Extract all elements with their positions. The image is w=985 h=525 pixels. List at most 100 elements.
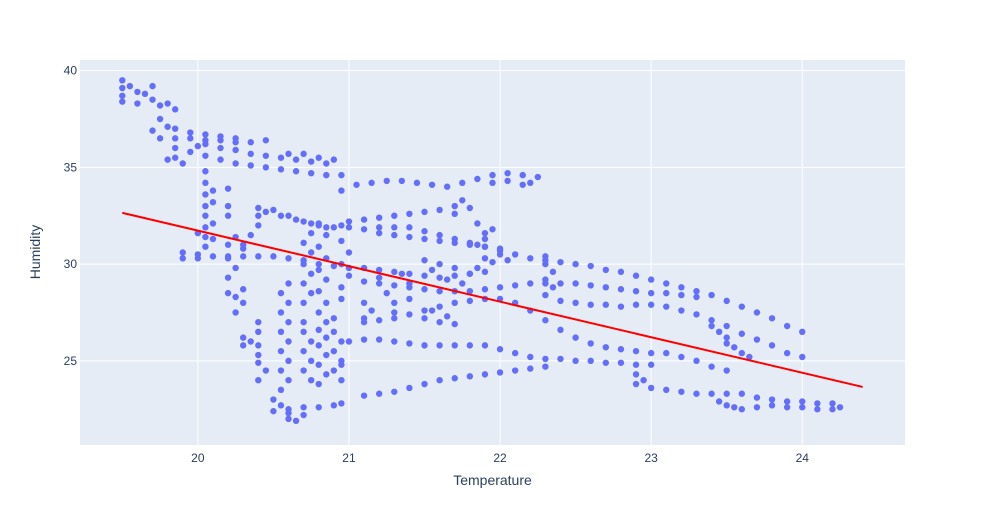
data-point[interactable] bbox=[640, 376, 647, 384]
data-point[interactable] bbox=[277, 386, 285, 394]
data-point[interactable] bbox=[285, 299, 292, 307]
data-point[interactable] bbox=[315, 309, 322, 316]
data-point[interactable] bbox=[149, 127, 156, 134]
data-point[interactable] bbox=[391, 224, 398, 231]
data-point[interactable] bbox=[338, 361, 345, 368]
data-point[interactable] bbox=[209, 235, 217, 243]
data-point[interactable] bbox=[277, 166, 285, 173]
data-point[interactable] bbox=[149, 96, 156, 103]
data-point[interactable] bbox=[451, 272, 458, 279]
data-point[interactable] bbox=[481, 342, 489, 349]
data-point[interactable] bbox=[307, 229, 315, 237]
data-point[interactable] bbox=[307, 270, 315, 277]
data-point[interactable] bbox=[368, 179, 375, 187]
data-point[interactable] bbox=[406, 295, 413, 303]
data-point[interactable] bbox=[300, 239, 307, 247]
data-point[interactable] bbox=[202, 140, 209, 148]
data-point[interactable] bbox=[270, 253, 277, 260]
data-point[interactable] bbox=[421, 272, 428, 279]
data-point[interactable] bbox=[202, 243, 209, 250]
data-point[interactable] bbox=[262, 367, 270, 374]
data-point[interactable] bbox=[315, 287, 322, 295]
data-point[interactable] bbox=[285, 415, 292, 423]
data-point[interactable] bbox=[693, 311, 700, 318]
data-point[interactable] bbox=[466, 270, 474, 277]
data-point[interactable] bbox=[421, 342, 428, 349]
data-point[interactable] bbox=[255, 253, 262, 260]
data-point[interactable] bbox=[156, 135, 164, 142]
data-point[interactable] bbox=[300, 328, 307, 336]
data-point[interactable] bbox=[443, 276, 451, 283]
data-point[interactable] bbox=[647, 276, 655, 283]
data-point[interactable] bbox=[436, 287, 443, 295]
data-point[interactable] bbox=[496, 346, 504, 353]
data-point[interactable] bbox=[277, 154, 285, 161]
data-point[interactable] bbox=[708, 317, 715, 324]
data-point[interactable] bbox=[693, 390, 700, 397]
data-point[interactable] bbox=[307, 357, 315, 365]
data-point[interactable] bbox=[421, 315, 428, 322]
data-point[interactable] bbox=[783, 322, 791, 330]
data-point[interactable] bbox=[292, 216, 300, 223]
data-point[interactable] bbox=[451, 264, 458, 272]
data-point[interactable] bbox=[678, 284, 685, 291]
data-point[interactable] bbox=[678, 353, 685, 361]
data-point[interactable] bbox=[232, 135, 239, 142]
data-point[interactable] bbox=[323, 371, 330, 378]
data-point[interactable] bbox=[375, 336, 383, 343]
data-point[interactable] bbox=[164, 156, 171, 163]
data-point[interactable] bbox=[421, 208, 428, 216]
data-point[interactable] bbox=[239, 253, 247, 260]
data-point[interactable] bbox=[255, 351, 262, 359]
data-point[interactable] bbox=[549, 268, 557, 276]
data-point[interactable] bbox=[300, 218, 307, 225]
data-point[interactable] bbox=[587, 282, 594, 289]
data-point[interactable] bbox=[557, 355, 564, 363]
data-point[interactable] bbox=[534, 173, 542, 181]
data-point[interactable] bbox=[307, 169, 315, 177]
data-point[interactable] bbox=[315, 243, 322, 250]
data-point[interactable] bbox=[247, 150, 254, 158]
data-point[interactable] bbox=[330, 402, 338, 409]
data-point[interactable] bbox=[602, 284, 610, 291]
data-point[interactable] bbox=[292, 156, 300, 163]
data-point[interactable] bbox=[406, 270, 413, 277]
data-point[interactable] bbox=[678, 388, 685, 395]
data-point[interactable] bbox=[617, 286, 625, 293]
data-point[interactable] bbox=[768, 396, 776, 403]
data-point[interactable] bbox=[217, 156, 224, 163]
data-point[interactable] bbox=[202, 202, 209, 210]
data-point[interactable] bbox=[202, 212, 209, 219]
data-point[interactable] bbox=[406, 224, 413, 231]
data-point[interactable] bbox=[171, 135, 179, 142]
data-point[interactable] bbox=[731, 344, 738, 351]
data-point[interactable] bbox=[202, 233, 209, 241]
data-point[interactable] bbox=[814, 406, 821, 413]
data-point[interactable] bbox=[647, 349, 655, 357]
data-point[interactable] bbox=[738, 349, 746, 357]
data-point[interactable] bbox=[391, 315, 398, 322]
data-point[interactable] bbox=[421, 307, 428, 314]
data-point[interactable] bbox=[330, 224, 338, 231]
data-point[interactable] bbox=[481, 243, 489, 250]
data-point[interactable] bbox=[119, 77, 126, 84]
data-point[interactable] bbox=[391, 299, 398, 307]
data-point[interactable] bbox=[375, 274, 383, 281]
data-point[interactable] bbox=[360, 392, 368, 399]
data-point[interactable] bbox=[292, 168, 300, 175]
data-point[interactable] bbox=[708, 363, 715, 370]
data-point[interactable] bbox=[647, 361, 655, 368]
data-point[interactable] bbox=[345, 272, 353, 279]
data-point[interactable] bbox=[179, 249, 186, 256]
data-point[interactable] bbox=[663, 303, 670, 310]
data-point[interactable] bbox=[678, 307, 685, 314]
data-point[interactable] bbox=[375, 214, 383, 221]
data-point[interactable] bbox=[270, 396, 277, 403]
data-point[interactable] bbox=[255, 359, 262, 366]
data-point[interactable] bbox=[315, 260, 322, 268]
data-point[interactable] bbox=[632, 371, 640, 378]
data-point[interactable] bbox=[519, 171, 526, 179]
data-point[interactable] bbox=[542, 317, 549, 324]
data-point[interactable] bbox=[232, 264, 239, 272]
data-point[interactable] bbox=[632, 301, 640, 308]
